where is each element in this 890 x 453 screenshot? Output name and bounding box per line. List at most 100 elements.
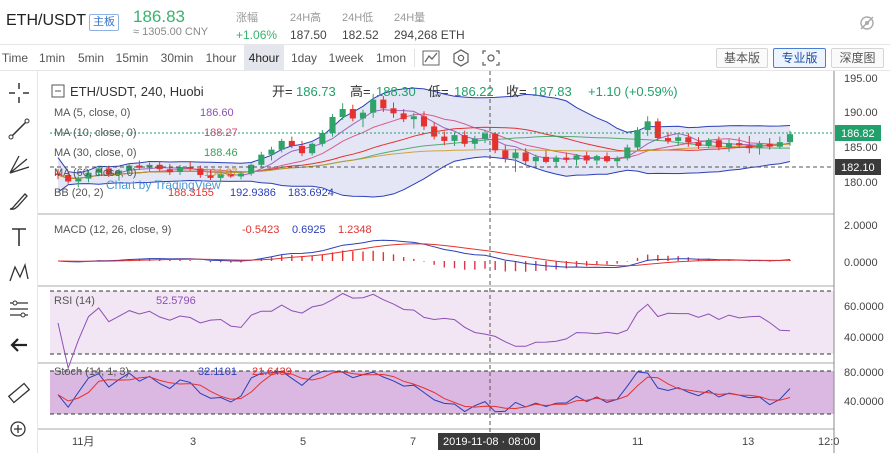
stat-label: 24H量 xyxy=(394,12,426,24)
eye-off-icon[interactable] xyxy=(858,14,876,32)
view-depth-button[interactable]: 深度图 xyxy=(831,48,884,68)
tf-1week[interactable]: 1week xyxy=(328,51,364,65)
bb-basis-value: 188.3155 xyxy=(168,187,214,199)
view-basic-button[interactable]: 基本版 xyxy=(716,48,768,68)
tf-time[interactable]: Time xyxy=(1,51,29,65)
candle-body xyxy=(359,112,367,119)
stat-value: 294,268 ETH xyxy=(394,28,465,42)
indicator-icon[interactable] xyxy=(420,48,442,68)
ma10-label[interactable]: MA (10, close, 0) xyxy=(54,127,137,139)
candle-body xyxy=(166,169,173,173)
tf-1day[interactable]: 1day xyxy=(290,51,318,65)
rsi-indicator xyxy=(57,292,791,370)
candle-body xyxy=(522,152,529,162)
candle-body xyxy=(65,174,72,182)
ma60-label[interactable]: MA (60, close, 0) xyxy=(54,167,137,179)
ma30-label[interactable]: MA (30, close, 0) xyxy=(54,147,137,159)
view-pro-button[interactable]: 专业版 xyxy=(773,48,826,68)
tf-1min[interactable]: 1min xyxy=(38,51,65,65)
stoch-label[interactable]: Stoch (14, 1, 3) xyxy=(54,366,129,378)
candle-body xyxy=(685,137,692,143)
candle-body xyxy=(237,173,245,177)
trend-line-icon[interactable] xyxy=(5,115,33,143)
candlesticks xyxy=(54,93,794,188)
candle-body xyxy=(441,136,448,141)
candle-body xyxy=(756,143,763,149)
measure-icon[interactable] xyxy=(5,295,33,323)
ma10-value: 188.27 xyxy=(204,127,238,139)
candle-body xyxy=(268,149,275,155)
stoch-tick: 40.0000 xyxy=(844,396,884,408)
stoch-tick: 80.0000 xyxy=(844,367,884,379)
candle-body xyxy=(664,138,672,141)
collapse-icon[interactable] xyxy=(51,84,65,98)
tf-15min[interactable]: 15min xyxy=(115,51,149,65)
zoom-in-icon[interactable] xyxy=(5,416,33,444)
tf-30min[interactable]: 30min xyxy=(160,51,194,65)
candle-body xyxy=(298,145,306,154)
tf-1hour[interactable]: 1hour xyxy=(205,51,237,65)
current-price-tag xyxy=(835,125,881,141)
tf-4hour[interactable]: 4hour xyxy=(244,45,284,71)
candle-body xyxy=(349,109,356,119)
back-arrow-icon[interactable] xyxy=(5,331,33,359)
candle-body xyxy=(187,166,194,169)
pair-name[interactable]: ETH/USDT xyxy=(6,12,86,29)
macd-line-value: 0.6925 xyxy=(292,224,326,236)
legend-change: +1.10 (+0.59%) xyxy=(588,84,678,99)
rsi-label[interactable]: RSI (14) xyxy=(54,295,95,307)
ma5-label[interactable]: MA (5, close, 0) xyxy=(54,107,130,119)
time-tick: 3 xyxy=(190,436,196,448)
legend-title: ETH/USDT, 240, Huobi xyxy=(70,84,204,99)
tf-1mon[interactable]: 1mon xyxy=(375,51,407,65)
candle-body xyxy=(451,135,458,141)
tf-5min[interactable]: 5min xyxy=(77,51,104,65)
crosshair-price-tag xyxy=(835,159,881,175)
stat-value: 187.50 xyxy=(290,28,327,42)
stat-change: 涨幅 +1.06% xyxy=(236,9,277,42)
candle-body xyxy=(370,99,377,113)
bb-upper-value: 192.9386 xyxy=(230,187,276,199)
ma5-value: 186.60 xyxy=(200,107,234,119)
price-chart[interactable]: ETH/USDT, 240, Huobi 开= 186.73 高= 188.30… xyxy=(38,71,890,453)
screenshot-icon[interactable] xyxy=(480,48,502,68)
price-tick: 180.00 xyxy=(844,177,878,189)
crosshair-icon[interactable] xyxy=(5,79,33,107)
time-tick: 12:0 xyxy=(818,436,839,448)
candle-body xyxy=(380,99,387,109)
price-tick: 185.00 xyxy=(844,142,878,154)
time-axis[interactable]: 11月 3 5 7 11 13 12:0 2019-11-08 · 08:00 xyxy=(72,433,839,450)
candle-body xyxy=(146,164,153,168)
bb-label[interactable]: BB (20, 2) xyxy=(54,187,104,199)
settings-icon[interactable] xyxy=(450,48,472,68)
ruler-icon[interactable] xyxy=(5,379,33,407)
bb-lower-line xyxy=(57,156,791,198)
rsi-tick: 40.0000 xyxy=(844,332,884,344)
candle-body xyxy=(644,121,651,131)
candle-body xyxy=(725,143,733,148)
pattern-icon[interactable] xyxy=(5,259,33,287)
candle-body xyxy=(278,140,285,150)
candle-body xyxy=(85,172,92,179)
candle-body xyxy=(54,173,62,175)
macd-signal-line xyxy=(57,243,791,267)
candle-body xyxy=(532,156,539,162)
candle-body xyxy=(75,178,82,182)
market-header: ETH/USDT 主板 186.83 ≈ 1305.00 CNY 涨幅 +1.0… xyxy=(0,0,890,44)
candle-body xyxy=(126,165,133,171)
brush-icon[interactable] xyxy=(5,187,33,215)
candle-body xyxy=(339,109,346,118)
candle-body xyxy=(776,142,783,147)
legend-open-label: 开= xyxy=(272,84,293,99)
crosshair-time-label: 2019-11-08 · 08:00 xyxy=(443,436,536,448)
candle-body xyxy=(675,137,682,141)
fork-icon[interactable] xyxy=(5,151,33,179)
candle-body xyxy=(471,138,478,144)
stat-label: 24H高 xyxy=(290,12,322,24)
candle-body xyxy=(95,168,102,173)
price-axis[interactable]: 195.00 190.00 185.00 180.00 186.82 182.1… xyxy=(835,73,881,189)
text-icon[interactable] xyxy=(5,223,33,251)
rsi-line xyxy=(57,292,791,370)
macd-label[interactable]: MACD (12, 26, close, 9) xyxy=(54,224,171,236)
stoch-k-value: 32.1101 xyxy=(198,366,237,378)
